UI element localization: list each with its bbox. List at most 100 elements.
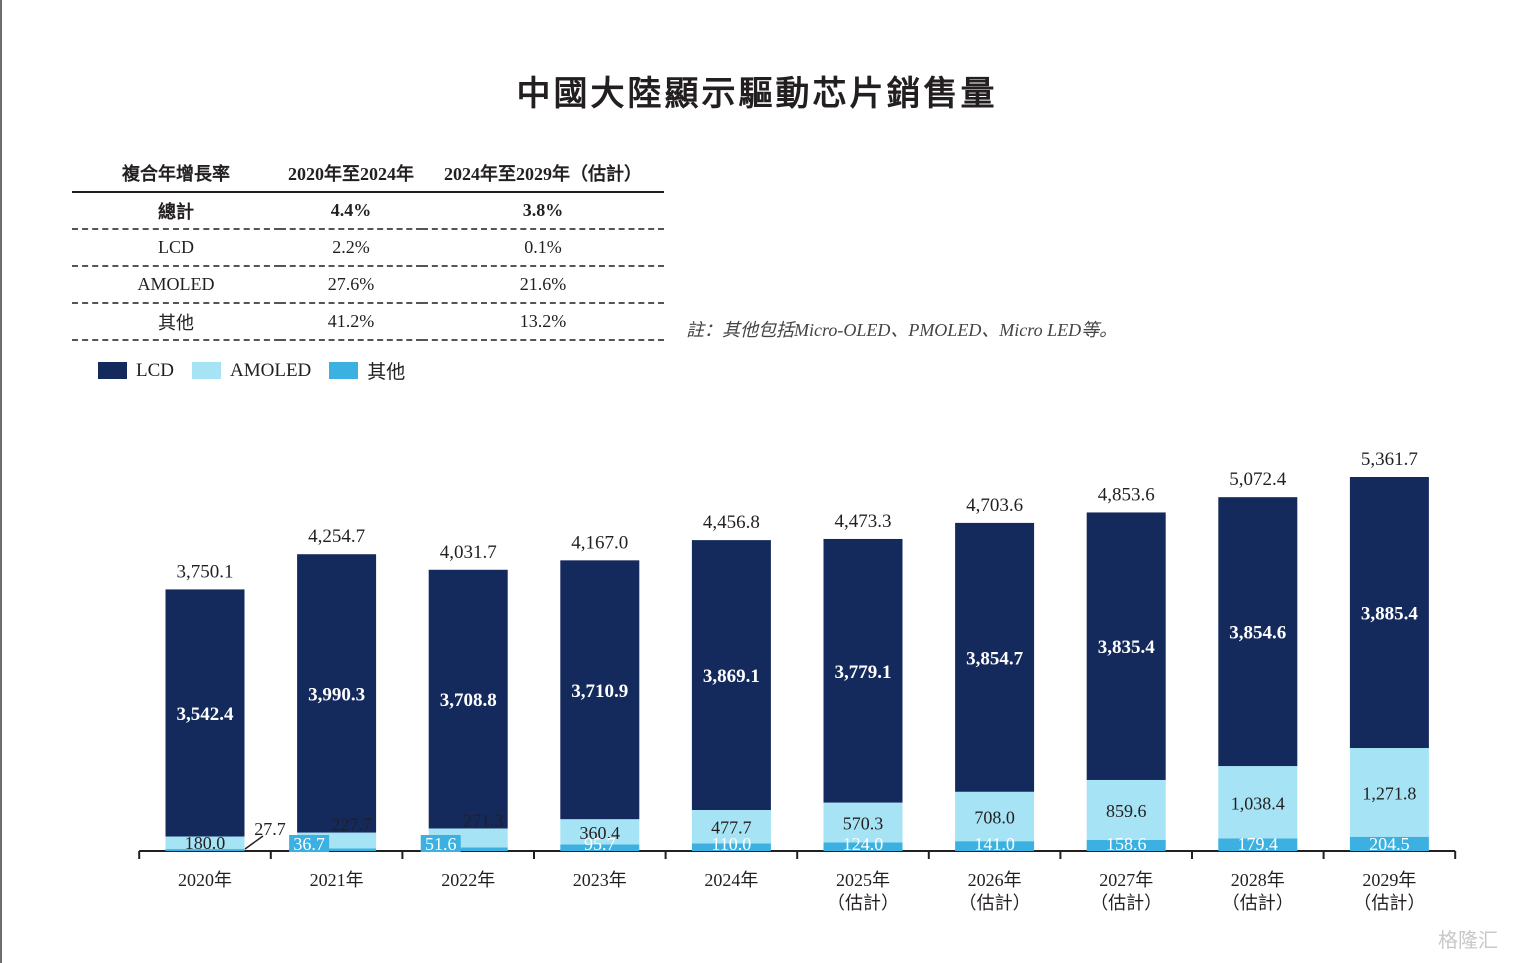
x-tick-label: 2023年 xyxy=(573,870,627,890)
cagr-header-2020-2024: 2020年至2024年 xyxy=(280,155,422,193)
footnote: 註：其他包括Micro-OLED、PMOLED、Micro LED等。 xyxy=(686,320,1118,340)
bar-label-other: 158.6 xyxy=(1106,834,1147,854)
cagr-row-label: AMOLED xyxy=(72,266,280,304)
legend-item-amoled: AMOLED xyxy=(192,360,311,382)
bar-label-lcd: 3,708.8 xyxy=(440,690,497,711)
watermark: 格隆汇 xyxy=(1438,928,1498,952)
bar-segment-other xyxy=(955,841,1035,851)
bar-label-other: 179.4 xyxy=(1238,834,1279,854)
bar-segment-amoled xyxy=(691,810,771,844)
cagr-value: 41.2% xyxy=(280,303,422,341)
bar-segment-lcd xyxy=(297,554,377,833)
cagr-row-lcd: LCD 2.2% 0.1% xyxy=(72,229,664,267)
bar-total-label: 5,361.7 xyxy=(1361,449,1418,470)
bar-total-label: 4,167.0 xyxy=(571,532,628,553)
bar-segment-amoled xyxy=(823,802,903,843)
x-tick-label: 2029年 xyxy=(1362,870,1416,890)
bar-segment-other xyxy=(823,842,903,851)
cagr-row-label: LCD xyxy=(72,229,280,267)
bar-segment-amoled xyxy=(1086,779,1166,840)
legend-item-lcd: LCD xyxy=(98,360,174,382)
bar-total-label: 5,072.4 xyxy=(1229,469,1287,490)
cagr-value: 0.1% xyxy=(422,229,664,267)
bar-total-label: 4,853.6 xyxy=(1098,484,1155,505)
bar-total-label: 4,254.7 xyxy=(308,526,365,547)
bar-segment-amoled xyxy=(560,819,640,845)
cagr-header-2024-2029: 2024年至2029年（估計） xyxy=(422,155,664,193)
bar-total-label: 4,031.7 xyxy=(440,542,497,563)
bar-label-other: 124.0 xyxy=(843,834,884,854)
bar-segment-other xyxy=(428,847,508,851)
bar-segment-other xyxy=(560,844,640,851)
bar-segment-lcd xyxy=(955,522,1035,792)
x-tick-label: （估計） xyxy=(827,893,899,913)
bar-label-lcd: 3,885.4 xyxy=(1361,604,1419,625)
x-tick-label: 2020年 xyxy=(178,870,232,890)
x-tick-label: （估計） xyxy=(1353,893,1425,913)
legend-swatch xyxy=(192,362,221,379)
bar-label-other: 36.7 xyxy=(293,834,325,854)
cagr-header-label: 複合年增長率 xyxy=(72,155,280,193)
legend-label: AMOLED xyxy=(230,359,312,381)
bar-segment-amoled xyxy=(1349,748,1429,837)
bar-segment-lcd xyxy=(428,569,508,829)
bar-segment-other xyxy=(297,848,377,851)
bar-label-other: 27.7 xyxy=(254,819,286,839)
legend-label: LCD xyxy=(136,359,174,381)
x-tick-label: 2025年 xyxy=(836,870,890,890)
bar-segment-lcd xyxy=(165,589,245,837)
cagr-row-label: 總計 xyxy=(72,192,280,230)
bar-label-lcd: 3,990.3 xyxy=(308,684,365,705)
cagr-value: 27.6% xyxy=(280,266,422,304)
bar-label-lcd: 3,710.9 xyxy=(571,681,628,702)
page-left-border xyxy=(0,0,2,963)
bar-label-lcd: 3,869.1 xyxy=(703,666,760,687)
bar-segment-other xyxy=(691,843,771,851)
x-tick-label: （估計） xyxy=(1090,893,1162,913)
bar-label-amoled: 708.0 xyxy=(974,807,1015,827)
bar-label-amoled: 477.7 xyxy=(711,818,752,838)
bar-label-lcd: 3,835.4 xyxy=(1098,637,1156,658)
bar-segment-other xyxy=(165,849,245,851)
bar-label-other: 141.0 xyxy=(974,834,1015,854)
bar-segment-lcd xyxy=(560,560,640,820)
bar-total-label: 3,750.1 xyxy=(177,561,234,582)
cagr-value: 3.8% xyxy=(422,192,664,230)
cagr-row-other: 其他 41.2% 13.2% xyxy=(72,303,664,341)
bar-label-lcd: 3,854.7 xyxy=(966,648,1024,669)
bar-label-other: 204.5 xyxy=(1369,834,1410,854)
bar-segment-other xyxy=(1218,838,1298,851)
bar-segment-lcd xyxy=(1349,477,1429,749)
bar-segment-other xyxy=(1086,839,1166,851)
chart-title: 中國大陸顯示驅動芯片銷售量 xyxy=(516,74,998,114)
x-tick-label: 2027年 xyxy=(1099,870,1153,890)
x-tick-label: 2026年 xyxy=(968,870,1022,890)
bar-label-other: 51.6 xyxy=(425,834,457,854)
bar-label-lcd: 3,854.6 xyxy=(1229,623,1286,644)
bar-segment-lcd xyxy=(823,538,903,803)
bar-label-amoled: 1,038.4 xyxy=(1231,793,1285,813)
cagr-header-row: 複合年增長率 2020年至2024年 2024年至2029年（估計） xyxy=(72,155,664,193)
legend-item-other: 其他 xyxy=(329,357,405,384)
bar-label-other: 95.7 xyxy=(584,834,616,854)
x-tick-label: （估計） xyxy=(1222,893,1294,913)
legend-swatch xyxy=(329,362,359,379)
bar-total-label: 4,703.6 xyxy=(966,495,1023,516)
bar-label-leader xyxy=(244,835,264,850)
x-tick-label: 2022年 xyxy=(441,870,495,890)
bar-segment-lcd xyxy=(1086,512,1166,780)
x-tick-label: （估計） xyxy=(959,893,1031,913)
bar-label-lcd: 3,779.1 xyxy=(835,662,892,683)
bar-segment-amoled xyxy=(1218,766,1298,839)
bar-label-amoled: 1,271.8 xyxy=(1362,783,1416,803)
bar-label-amoled: 570.3 xyxy=(843,813,884,833)
cagr-row-label: 其他 xyxy=(72,303,280,341)
x-tick-label: 2028年 xyxy=(1231,870,1285,890)
cagr-value: 13.2% xyxy=(422,303,664,341)
cagr-row-total: 總計 4.4% 3.8% xyxy=(72,192,664,230)
cagr-row-amoled: AMOLED 27.6% 21.6% xyxy=(72,266,664,304)
bar-segment-other xyxy=(1349,836,1429,851)
bar-segment-lcd xyxy=(691,540,771,811)
legend-swatch xyxy=(98,362,127,379)
